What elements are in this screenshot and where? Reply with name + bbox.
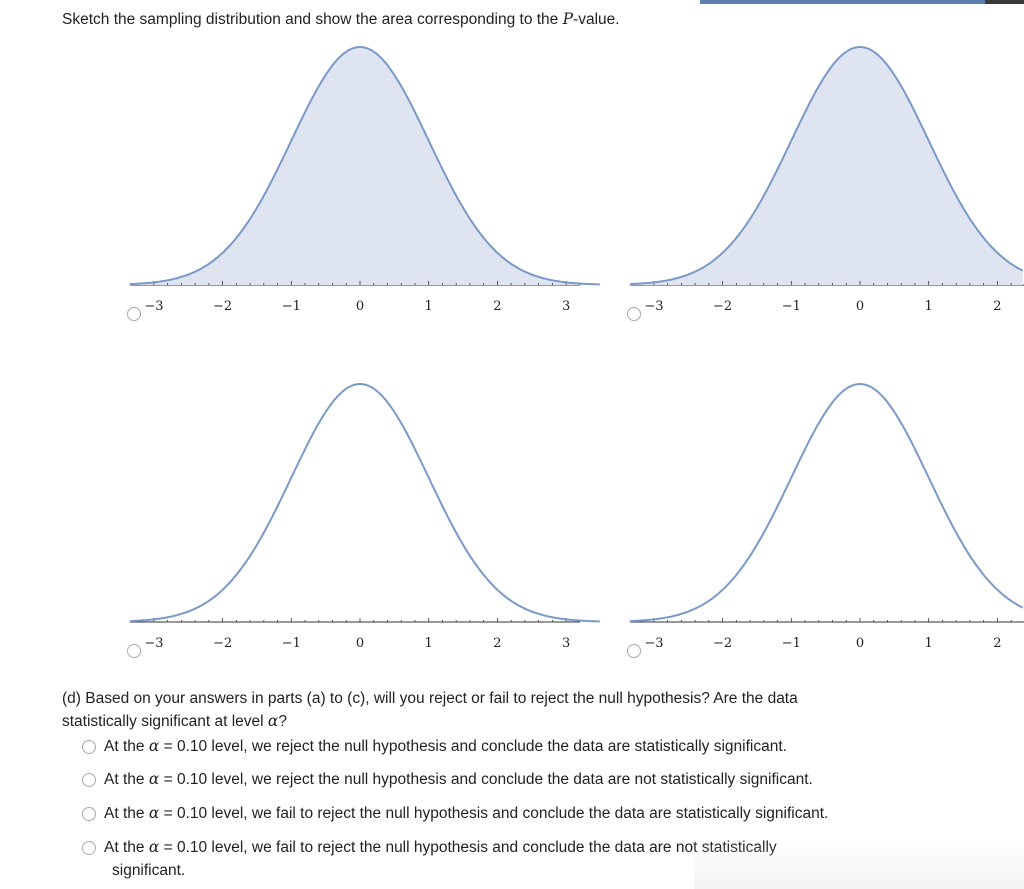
question-line-2-suffix: ? [278, 713, 287, 730]
tick-label: 0 [356, 299, 364, 314]
choice-2-text: = 0.10 level, we reject the null hypothe… [159, 771, 813, 788]
instruction-text: Sketch the sampling distribution and sho… [62, 10, 620, 29]
tick-label: −1 [782, 299, 801, 314]
tick-label: −3 [144, 299, 163, 314]
tick-label: 2 [493, 299, 501, 314]
tick-label: 0 [856, 299, 864, 314]
choice-3-text: = 0.10 level, we fail to reject the null… [159, 805, 829, 822]
normal-curve [629, 46, 1024, 286]
normal-curve [129, 46, 600, 286]
tick-label: −3 [644, 299, 663, 314]
tick-label: −3 [644, 636, 663, 651]
tick-label: 0 [356, 636, 364, 651]
shaded-area [129, 47, 600, 285]
graph-option-3-radio[interactable] [127, 644, 141, 658]
graph-option-3[interactable]: −3 −2 −1 0 1 2 3 [100, 377, 600, 667]
graph-option-4[interactable]: −3 −2 −1 0 1 2 [600, 377, 1024, 667]
tick-label: 2 [493, 636, 501, 651]
tick-label: 1 [925, 299, 933, 314]
question-d: (d) Based on your answers in parts (a) t… [62, 687, 962, 733]
tick-label: 1 [425, 299, 433, 314]
tick-label: −1 [282, 636, 301, 651]
graph-option-2-radio[interactable] [627, 307, 641, 321]
tick-label: 3 [562, 299, 570, 314]
tick-label: −3 [144, 636, 163, 651]
tick-label: 1 [925, 636, 933, 651]
top-bar-end [985, 0, 1024, 4]
tick-label: 0 [856, 636, 864, 651]
graph-option-4-radio[interactable] [627, 644, 641, 658]
normal-curve [129, 383, 600, 623]
choice-3-alpha: α [148, 804, 160, 822]
choice-3-pre: At the [104, 805, 149, 822]
tick-label: 2 [993, 636, 1001, 651]
choice-2-radio[interactable] [82, 773, 96, 787]
p-letter: P [562, 10, 574, 28]
choice-1-text: = 0.10 level, we reject the null hypothe… [159, 738, 787, 755]
question-line-1: (d) Based on your answers in parts (a) t… [62, 690, 798, 707]
question-line-2-prefix: statistically significant at level [62, 713, 268, 730]
tick-label: −1 [282, 299, 301, 314]
choice-2-alpha: α [148, 770, 160, 788]
tick-label: 3 [562, 636, 570, 651]
choice-4-continuation: significant. [112, 862, 186, 879]
tick-label: −2 [213, 636, 232, 651]
instruction-suffix: -value. [573, 11, 620, 28]
bottom-shadow [694, 840, 1024, 889]
choice-4-radio[interactable] [82, 841, 96, 855]
choice-3-radio[interactable] [82, 807, 96, 821]
graph-option-2[interactable]: −3 −2 −1 0 1 2 [600, 40, 1024, 330]
tick-label: −2 [213, 299, 232, 314]
choice-4-alpha: α [148, 838, 160, 856]
tick-label: 1 [425, 636, 433, 651]
top-accent-bar [700, 0, 1024, 4]
tick-label: −2 [713, 299, 732, 314]
tick-label: −1 [782, 636, 801, 651]
tick-label: 2 [993, 299, 1001, 314]
instruction-prefix: Sketch the sampling distribution and sho… [62, 11, 563, 28]
choice-4-text: = 0.10 level, we fail to reject the null… [159, 839, 777, 856]
choice-4-pre: At the [104, 839, 149, 856]
choice-1-pre: At the [104, 738, 149, 755]
shaded-area [629, 47, 1023, 285]
graph-option-1[interactable]: −3 −2 −1 0 1 2 3 [100, 40, 600, 330]
choice-1-alpha: α [148, 737, 160, 755]
tick-label: −2 [713, 636, 732, 651]
alpha-symbol: α [267, 712, 279, 730]
graph-option-1-radio[interactable] [127, 307, 141, 321]
normal-curve [629, 383, 1024, 623]
choice-2-pre: At the [104, 771, 149, 788]
choice-1-radio[interactable] [82, 740, 96, 754]
